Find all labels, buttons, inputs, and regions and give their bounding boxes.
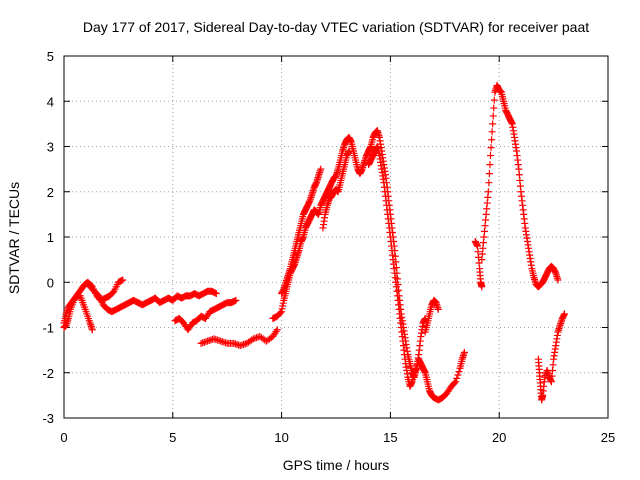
x-tick-label: 10 [274, 430, 288, 445]
data-point-seg-i [455, 368, 463, 376]
y-tick-label: 5 [47, 49, 54, 64]
x-tick-label: 5 [169, 430, 176, 445]
data-point-seg-i [452, 378, 460, 386]
y-tick-label: 2 [47, 185, 54, 200]
data-point-seg-i [460, 348, 468, 356]
x-tick-label: 25 [601, 430, 615, 445]
data-point-seg-i [453, 374, 461, 382]
data-point-seg-h [345, 147, 353, 155]
data-point-seg-g [317, 165, 325, 173]
data-point-seg-l [485, 179, 493, 187]
data-point-seg-k [478, 283, 486, 291]
data-point-seg-l [484, 188, 492, 196]
data-point-seg-e [273, 326, 281, 334]
y-tick-label: -3 [42, 411, 54, 426]
y-tick-label: 1 [47, 230, 54, 245]
data-points [60, 81, 568, 404]
data-point-seg-l [489, 120, 497, 128]
data-point-seg-l [488, 128, 496, 136]
data-point-seg-e [248, 336, 256, 344]
data-point-seg-l [486, 152, 494, 160]
x-tick-label: 0 [60, 430, 67, 445]
y-tick-label: -1 [42, 321, 54, 336]
data-point-seg-a [119, 276, 127, 284]
axis-ticks: 0 5 10 15 20 25 -3 -2 -1 0 1 2 3 4 5 [42, 49, 615, 445]
data-point-seg-l [485, 170, 493, 178]
y-tick-label: 4 [47, 94, 54, 109]
data-point-seg-l [489, 112, 497, 120]
data-point-seg-l [486, 161, 494, 169]
data-point-seg-f [277, 309, 285, 317]
data-point-seg-l [487, 144, 495, 152]
data-point-seg-b [88, 326, 96, 334]
x-axis-label: GPS time / hours [283, 457, 390, 473]
data-point-seg-l [490, 96, 498, 104]
data-point-seg-i [454, 371, 462, 379]
data-point-seg-l [554, 276, 562, 284]
data-point-seg-m [560, 310, 568, 318]
y-tick-label: -2 [42, 366, 54, 381]
x-tick-label: 20 [492, 430, 506, 445]
data-point-seg-i [451, 379, 459, 387]
chart-title: Day 177 of 2017, Sidereal Day-to-day VTE… [83, 19, 589, 35]
data-point-seg-c [212, 290, 220, 298]
data-point-seg-d [232, 296, 240, 304]
x-tick-label: 15 [383, 430, 397, 445]
data-point-seg-l [490, 104, 498, 112]
data-point-seg-j [434, 305, 442, 313]
y-tick-label: 0 [47, 275, 54, 290]
y-axis-label: SDTVAR / TECUs [6, 182, 22, 294]
data-point-seg-e [272, 327, 280, 335]
data-point-seg-l [488, 136, 496, 144]
y-tick-label: 3 [47, 140, 54, 155]
